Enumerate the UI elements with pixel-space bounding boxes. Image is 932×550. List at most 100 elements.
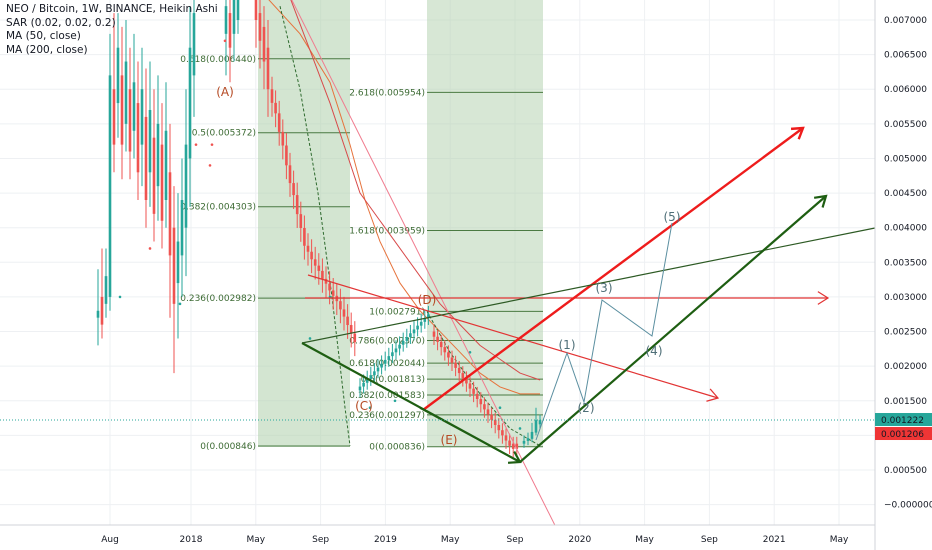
fib1-label: 0.236(0.002982)	[180, 294, 256, 304]
time-tick-label: May	[246, 535, 265, 545]
indicator-ma200[interactable]: MA (200, close)	[6, 44, 218, 58]
candle-body	[229, 13, 232, 48]
price-tick-label: 0.003500	[884, 258, 927, 268]
candle-body	[398, 345, 401, 349]
sar-dot	[499, 406, 502, 409]
fib2-label: 1(0.002791)	[369, 307, 425, 317]
candle-body	[508, 441, 511, 446]
candle-body	[285, 146, 288, 166]
candle-body	[354, 334, 357, 343]
candle-body	[129, 89, 132, 151]
price-tick-label: 0.004500	[884, 189, 927, 199]
candle-body	[263, 27, 266, 62]
candle-body	[370, 375, 373, 379]
prev-price-text: 0.001206	[881, 430, 924, 440]
candle-body	[483, 404, 486, 409]
candle-body	[454, 363, 457, 368]
fib2-label: 0.618(0.002044)	[349, 359, 425, 369]
candle-body	[388, 356, 391, 360]
candle-body	[271, 89, 274, 103]
price-tick-label: 0.005500	[884, 120, 927, 130]
candle-body	[531, 432, 534, 439]
candle-body	[498, 425, 501, 430]
wave-label-a: (A)	[216, 85, 234, 99]
fib2-label: 2.618(0.005954)	[349, 88, 425, 98]
time-tick-label: 2019	[374, 535, 397, 545]
candle-body	[310, 252, 313, 260]
price-tick-label: 0.005000	[884, 154, 927, 164]
sar-dot	[179, 303, 182, 306]
candle-body	[451, 358, 454, 363]
candle-body	[303, 228, 306, 246]
candle-body	[233, 0, 236, 34]
price-tick-label: 0.004000	[884, 224, 927, 234]
candle-body	[350, 325, 353, 334]
wave-label-c: (C)	[355, 399, 373, 413]
projection-label-3: (3)	[596, 281, 613, 295]
price-tick-label: 0.000500	[884, 466, 927, 476]
candle-body	[141, 89, 144, 144]
candle-body	[384, 360, 387, 364]
candle-body	[472, 389, 475, 394]
indicator-sar[interactable]: SAR (0.02, 0.02, 0.2)	[6, 17, 218, 31]
candle-body	[380, 364, 383, 368]
candle-body	[300, 214, 303, 228]
candle-body	[237, 0, 240, 20]
candle-body	[173, 228, 176, 304]
candle-body	[113, 89, 116, 144]
projection-label-1: (1)	[559, 338, 576, 352]
candle-body	[282, 132, 285, 146]
sar-dot	[211, 143, 214, 146]
candle-body	[318, 266, 321, 271]
candle-body	[169, 172, 172, 255]
candle-body	[539, 420, 542, 424]
time-tick-label: Sep	[507, 535, 524, 545]
candle-body	[476, 394, 479, 399]
price-tick-label: 0.006500	[884, 51, 927, 61]
chart-legend: NEO / Bitcoin, 1W, BINANCE, Heikin Ashi …	[6, 3, 218, 57]
candle-body	[185, 145, 188, 228]
fib-zone-2	[427, 0, 543, 447]
time-tick-label: Sep	[312, 535, 329, 545]
indicator-ma50[interactable]: MA (50, close)	[6, 30, 218, 44]
candle-body	[278, 113, 281, 132]
candle-body	[444, 347, 447, 352]
candle-body	[289, 165, 292, 183]
projection-label-2: (2)	[578, 401, 595, 415]
candle-body	[346, 317, 349, 325]
fib1-label: 0(0.000846)	[200, 442, 256, 452]
time-tick-label: 2018	[180, 535, 203, 545]
projection-label-5: (5)	[664, 210, 681, 224]
candle-body	[440, 342, 443, 347]
price-tick-label: 0.002000	[884, 362, 927, 372]
candle-body	[267, 48, 270, 90]
candle-body	[447, 352, 450, 357]
candle-body	[321, 271, 324, 279]
candle-body	[121, 75, 124, 144]
sar-dot	[309, 337, 312, 340]
chart-title[interactable]: NEO / Bitcoin, 1W, BINANCE, Heikin Ashi	[6, 3, 218, 17]
projection-label-4: (4)	[646, 344, 663, 358]
price-tick-label: 0.002500	[884, 328, 927, 338]
candle-body	[125, 62, 128, 124]
fib2-label: 0(0.000836)	[369, 443, 425, 453]
price-tick-label: −0.000000	[884, 501, 932, 511]
candle-body	[359, 387, 362, 391]
candle-body	[181, 200, 184, 255]
candle-body	[133, 82, 136, 130]
candle-body	[109, 75, 112, 297]
sar-dot	[519, 427, 522, 430]
candle-body	[501, 430, 504, 435]
candle-body	[101, 297, 104, 325]
candle-body	[137, 103, 140, 172]
candle-body	[225, 6, 228, 34]
sar-dot	[149, 247, 152, 250]
wave-label-d: (D)	[418, 293, 437, 307]
candle-body	[458, 368, 461, 373]
price-tick-label: 0.006000	[884, 85, 927, 95]
candle-body	[343, 309, 346, 316]
sar-dot	[224, 39, 227, 42]
wave-label-e: (E)	[441, 433, 458, 447]
candle-body	[420, 322, 423, 326]
